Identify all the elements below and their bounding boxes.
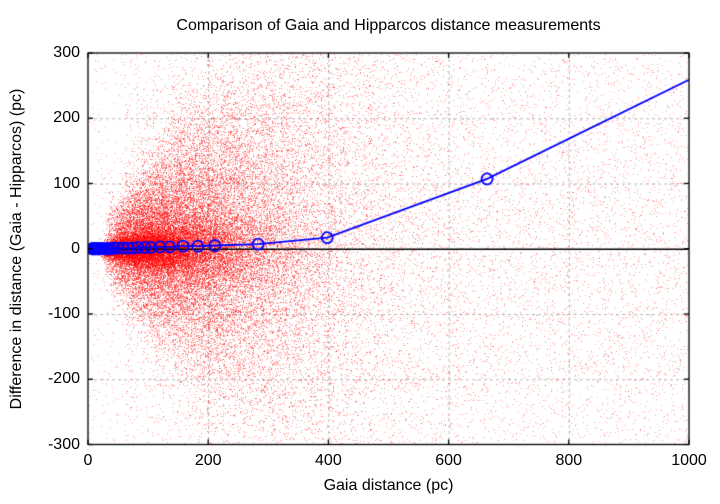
chart-title: Comparison of Gaia and Hipparcos distanc… [176,17,601,34]
x-tick-label: 200 [194,452,222,469]
y-axis-label: Difference in distance (Gaia - Hipparcos… [8,88,25,410]
y-tick-label: 300 [53,44,80,61]
x-axis-label: Gaia distance (pc) [323,477,454,494]
x-tick-label: 1000 [671,452,707,469]
y-tick-label: -300 [47,435,80,453]
x-tick-label: 0 [83,452,93,469]
y-tick-label: 200 [53,109,80,127]
x-tick-label: 800 [555,452,583,469]
y-tick-label: -200 [47,370,80,388]
y-tick-label: -100 [47,305,80,322]
y-tick-label: 0 [71,239,80,257]
y-tick-label: 100 [53,174,80,192]
x-tick-label: 600 [435,452,462,469]
x-tick-label: 400 [315,452,342,469]
